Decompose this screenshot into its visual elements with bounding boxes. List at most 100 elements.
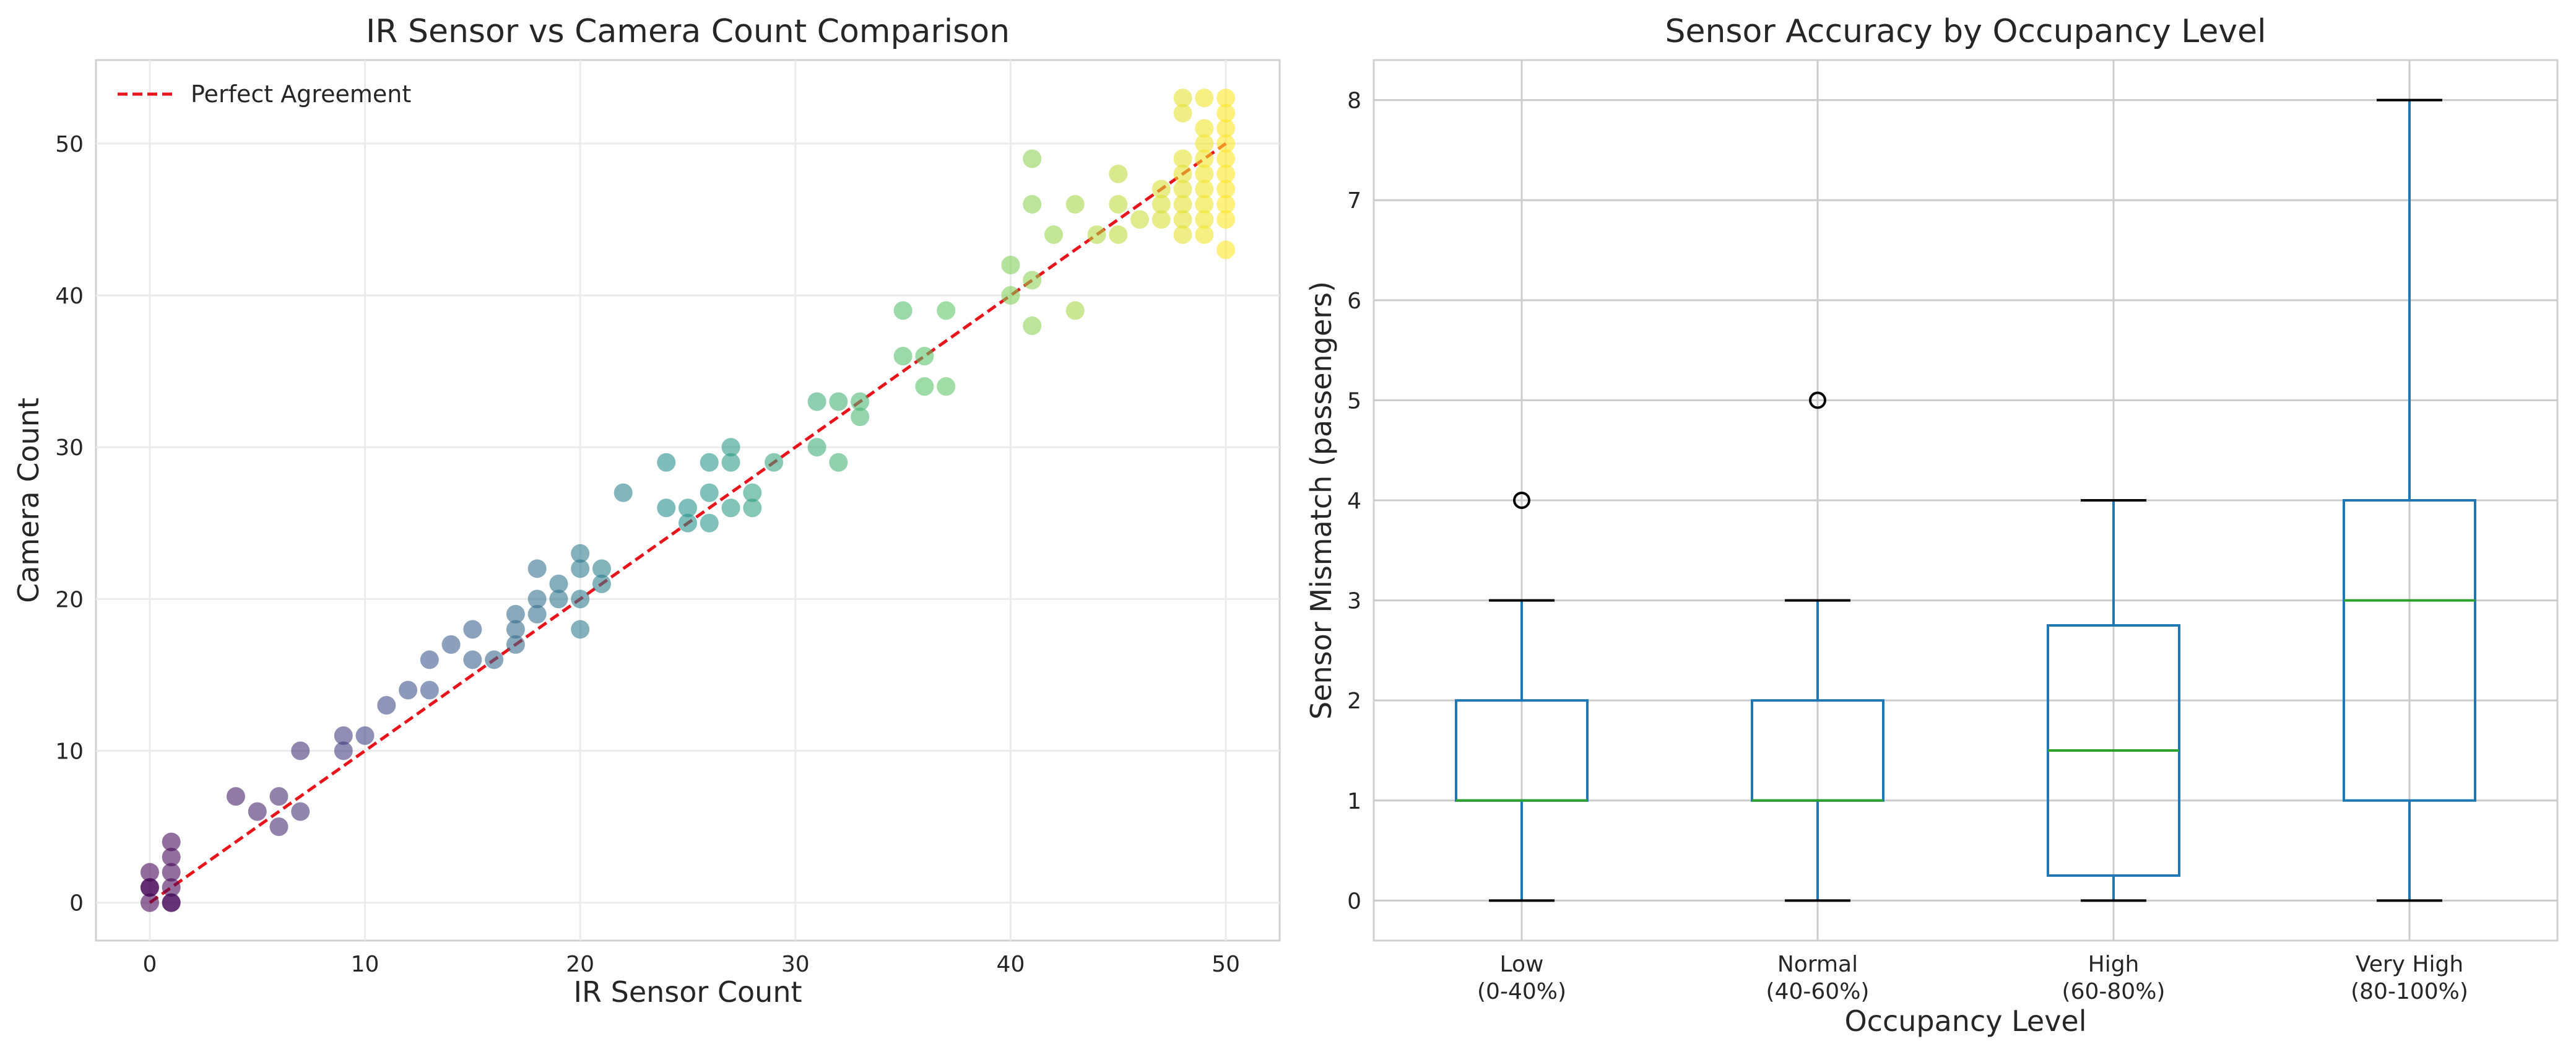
boxplot-x-tick-sublabel: (80-100%) — [2351, 979, 2468, 1004]
boxplot-tick-labels: 0 1 2 3 4 5 6 7 8 Low(0-40%) Normal(40-60%) High(60… — [1347, 89, 2468, 1004]
scatter-x-tick-label: 30 — [781, 952, 810, 977]
boxplot-y-tick-label: 6 — [1347, 289, 1361, 314]
scatter-point — [485, 650, 504, 669]
scatter-point — [1151, 180, 1171, 199]
scatter-point — [162, 878, 181, 897]
scatter-point — [1109, 225, 1128, 244]
scatter-point — [506, 635, 525, 654]
legend-label-perfect-agreement: Perfect Agreement — [191, 80, 411, 108]
scatter-point — [1065, 301, 1085, 320]
scatter-point — [1173, 149, 1192, 168]
boxplot-y-tick-label: 1 — [1347, 789, 1361, 814]
scatter-point — [937, 377, 956, 396]
boxplot-y-tick-label: 0 — [1347, 889, 1361, 914]
scatter-point — [1001, 255, 1020, 274]
scatter-point — [162, 893, 181, 912]
scatter-point — [851, 407, 870, 427]
outlier-point — [1809, 391, 1826, 409]
scatter-point — [1173, 164, 1192, 183]
boxplot-x-tick-label: Very High — [2356, 952, 2463, 977]
scatter-point — [269, 787, 288, 806]
scatter-point — [1195, 180, 1214, 199]
scatter-point — [162, 863, 181, 882]
scatter-point — [1023, 149, 1042, 168]
scatter-point — [1151, 194, 1171, 214]
scatter-point — [657, 453, 676, 472]
boxplot-y-tick-label: 4 — [1347, 489, 1361, 514]
scatter-x-axis-label: IR Sensor Count — [573, 975, 802, 1009]
scatter-y-tick-label: 50 — [55, 132, 84, 157]
scatter-x-tick-label: 40 — [997, 952, 1025, 977]
scatter-point — [657, 498, 676, 518]
boxplot-x-tick-label: Low — [1500, 952, 1544, 977]
scatter-point — [549, 574, 568, 593]
scatter-point — [162, 848, 181, 867]
scatter-point — [269, 817, 288, 837]
scatter-y-tick-label: 10 — [55, 739, 84, 765]
scatter-panel: 0 10 20 30 40 50 0 10 20 30 40 50 IR Sensor vs Came… — [12, 13, 1281, 1009]
scatter-point — [721, 438, 740, 457]
boxplot-y-tick-label: 3 — [1347, 589, 1361, 614]
boxplot-y-tick-label: 7 — [1347, 188, 1361, 214]
boxplot-title: Sensor Accuracy by Occupancy Level — [1665, 13, 2266, 50]
scatter-grid — [96, 60, 1280, 941]
scatter-point — [915, 377, 934, 396]
boxplot-panel: 0 1 2 3 4 5 6 7 8 Low(0-40%) Normal(40-60%) High(60… — [1304, 13, 2559, 1038]
scatter-point — [420, 650, 439, 669]
box-very-high — [2343, 98, 2476, 902]
scatter-point — [1195, 164, 1214, 183]
scatter-point — [1216, 210, 1236, 229]
scatter-y-tick-label: 20 — [55, 587, 84, 612]
scatter-point — [829, 453, 848, 472]
scatter-point — [334, 741, 353, 760]
scatter-y-tick-label: 30 — [55, 435, 84, 461]
scatter-point — [420, 681, 439, 700]
scatter-point — [506, 620, 525, 639]
scatter-point — [463, 620, 482, 639]
scatter-point — [1044, 225, 1063, 244]
scatter-point — [140, 878, 159, 897]
boxplot-y-tick-label: 2 — [1347, 689, 1361, 714]
scatter-point — [743, 498, 762, 518]
scatter-point — [1195, 225, 1214, 244]
scatter-point — [1216, 194, 1236, 214]
scatter-point — [291, 741, 310, 760]
scatter-point — [893, 301, 913, 320]
box-low — [1455, 492, 1589, 902]
box-normal — [1751, 391, 1884, 902]
scatter-point — [1195, 119, 1214, 138]
boxplot-y-tick-label: 8 — [1347, 89, 1361, 114]
scatter-point — [1173, 194, 1192, 214]
scatter-point — [506, 604, 525, 624]
iqr-box — [2343, 499, 2476, 802]
scatter-point — [679, 513, 697, 533]
scatter-point — [1216, 89, 1236, 108]
scatter-point — [1151, 210, 1171, 229]
scatter-point — [1109, 164, 1128, 183]
scatter-point — [291, 802, 310, 821]
scatter-y-tick-label: 40 — [55, 284, 84, 309]
scatter-point — [571, 544, 590, 563]
scatter-point — [1173, 225, 1192, 244]
scatter-point — [1173, 180, 1192, 199]
scatter-x-tick-label: 20 — [566, 952, 594, 977]
scatter-point — [355, 726, 375, 746]
boxplot-x-tick-sublabel: (60-80%) — [2062, 979, 2166, 1004]
scatter-y-axis-label: Camera Count — [12, 398, 45, 603]
scatter-point — [1023, 316, 1042, 336]
scatter-y-tick-label: 0 — [69, 891, 84, 916]
scatter-point — [1109, 194, 1128, 214]
scatter-point — [441, 635, 461, 654]
scatter-point — [1087, 225, 1106, 244]
boxplot-x-tick-label: Normal — [1777, 952, 1858, 977]
scatter-points — [140, 89, 1236, 912]
boxplot-x-tick-label: High — [2088, 952, 2140, 977]
scatter-point — [721, 453, 740, 472]
boxplot-y-axis-label: Sensor Mismatch (passengers) — [1304, 281, 1338, 720]
scatter-point — [162, 832, 181, 851]
scatter-point — [140, 893, 159, 912]
scatter-point — [549, 589, 568, 609]
scatter-point — [1130, 210, 1150, 229]
scatter-point — [140, 863, 159, 882]
scatter-tick-labels: 0 10 20 30 40 50 0 10 20 30 40 50 — [55, 132, 1240, 977]
